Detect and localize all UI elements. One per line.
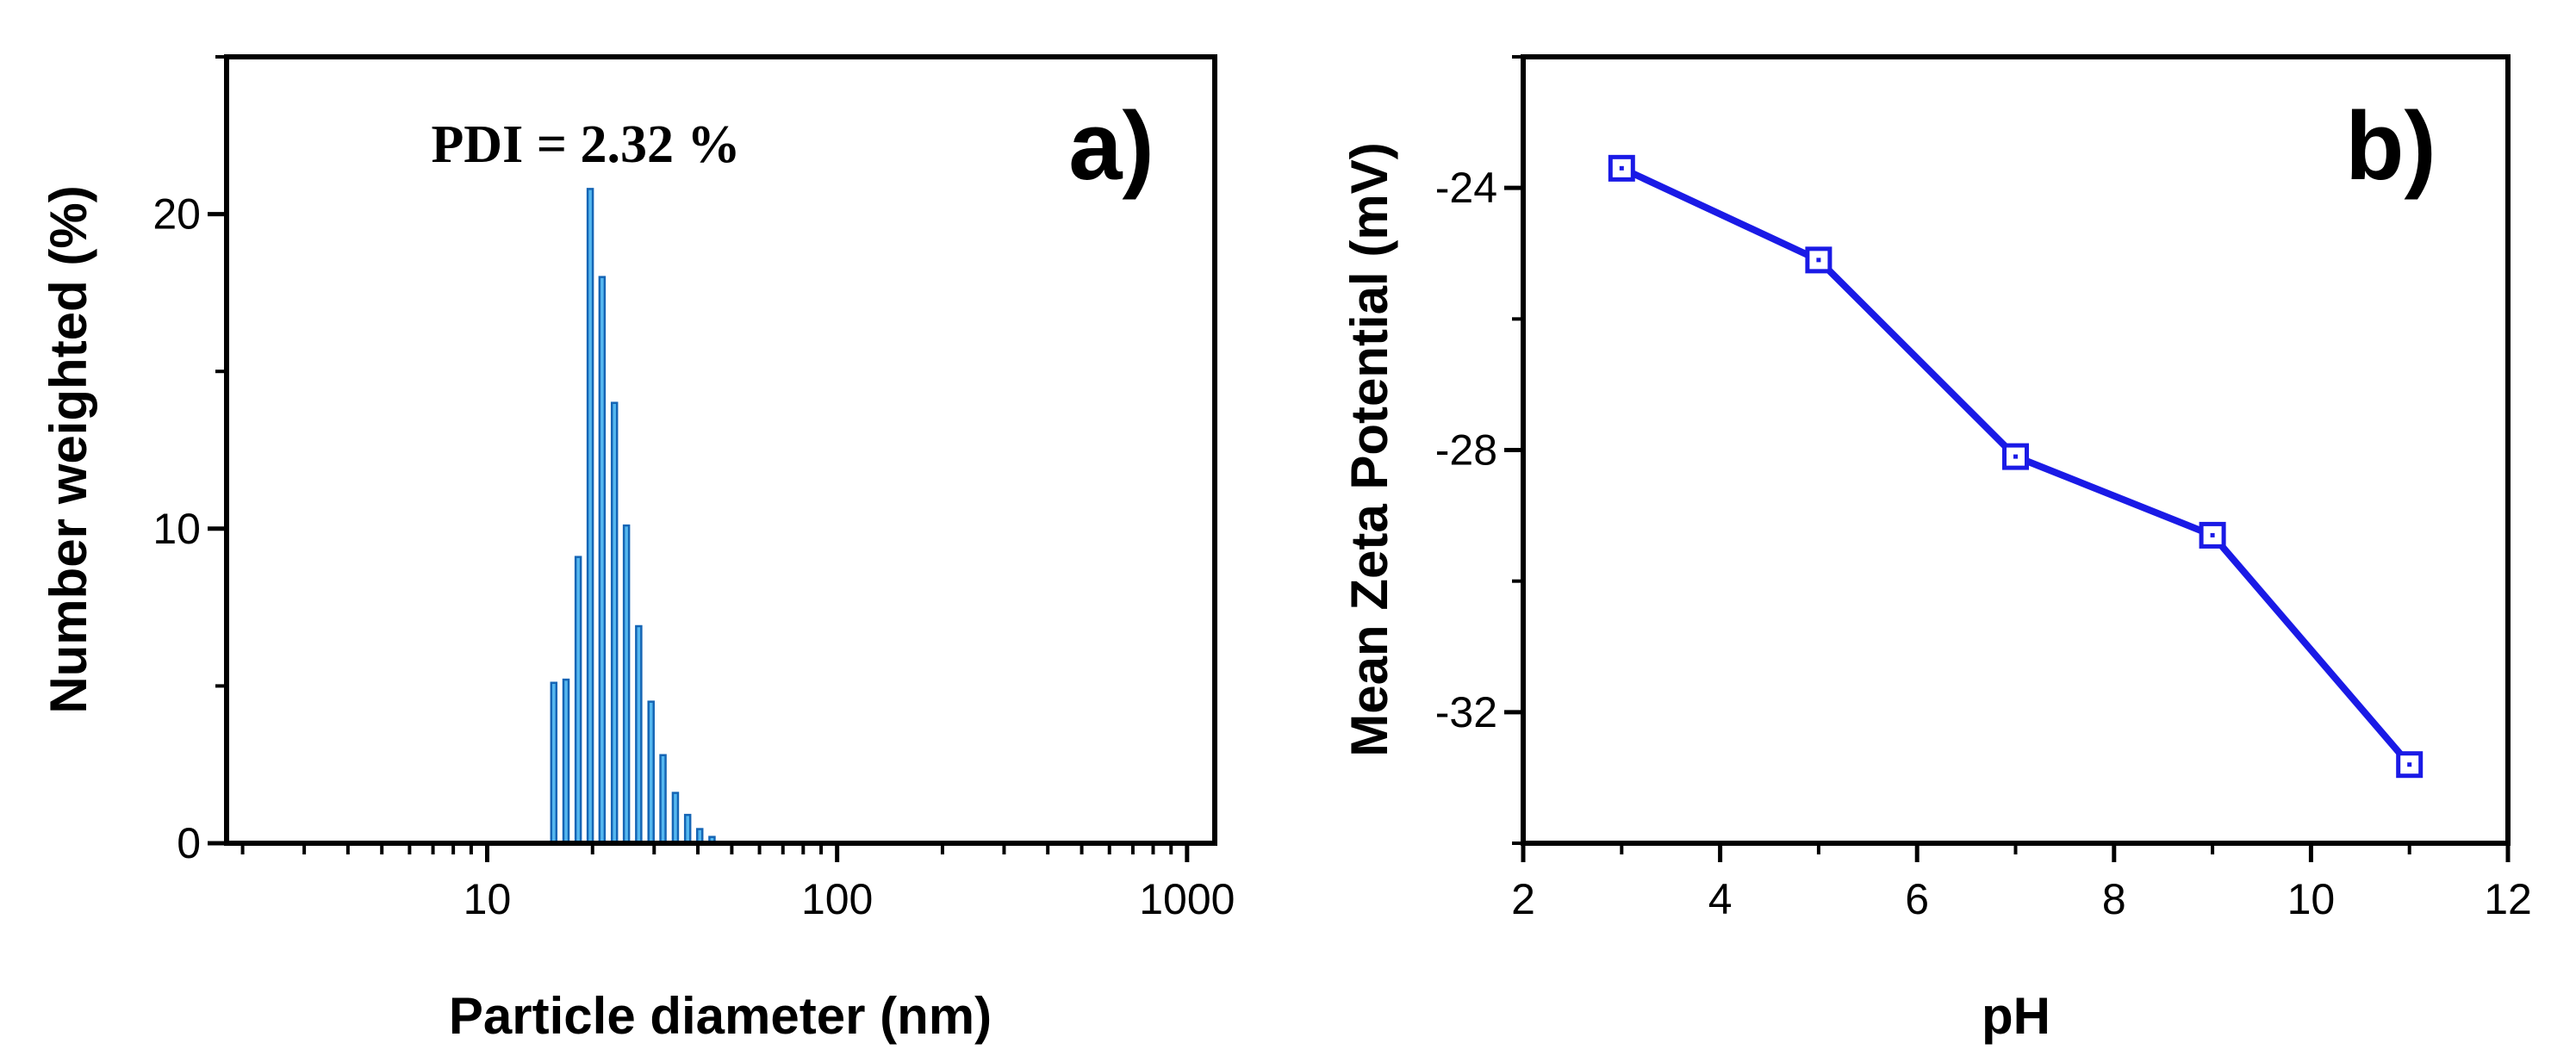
- x-tick-label: 100: [801, 875, 873, 923]
- histogram-ticks: [208, 55, 1190, 862]
- histogram-frame: [224, 54, 1217, 846]
- marker-center: [2407, 762, 2412, 767]
- zeta-tick-labels: 2 4 6 8 10 12 -24 -28 -32: [1435, 164, 2532, 923]
- histogram-bar: [683, 813, 692, 845]
- histogram-bar: [586, 188, 594, 845]
- x-tick-label: 10: [2287, 875, 2336, 923]
- panel-label-b: b): [2345, 92, 2436, 200]
- zeta-panel: 2 4 6 8 10 12 -24 -28 -32 b) pH Mean Zeta Potent…: [1341, 54, 2532, 1045]
- zeta-y-axis-title: Mean Zeta Potential (mV): [1341, 142, 1398, 756]
- histogram-bar: [562, 678, 570, 845]
- x-tick-label: 4: [1708, 875, 1733, 923]
- data-point-marker: [1805, 246, 1832, 274]
- histogram-bar: [659, 754, 667, 845]
- histogram-bar: [647, 700, 655, 845]
- x-tick-label: 1000: [1139, 875, 1235, 923]
- zeta-ticks: [1504, 55, 2511, 862]
- histogram-bar: [671, 792, 680, 845]
- y-tick-label: -28: [1435, 426, 1497, 475]
- x-tick-label: 10: [464, 875, 512, 923]
- x-tick-label: 8: [2102, 875, 2126, 923]
- histogram-y-axis-title: Number weighted (%): [40, 185, 97, 713]
- y-tick-label: 10: [152, 505, 201, 553]
- histogram-bar: [622, 524, 631, 845]
- zeta-x-axis-title: pH: [1982, 987, 2050, 1045]
- x-tick-label: 12: [2484, 875, 2532, 923]
- marker-square: [2396, 751, 2424, 779]
- histogram-x-axis-title: Particle diameter (nm): [449, 987, 992, 1045]
- panel-label-a: a): [1068, 92, 1154, 200]
- zeta-frame: [1521, 54, 2511, 846]
- y-tick-label: 0: [177, 819, 201, 867]
- data-point-marker: [1608, 154, 1635, 182]
- histogram-bar: [598, 276, 607, 845]
- histogram-bars: [550, 188, 716, 845]
- marker-center: [1816, 258, 1821, 263]
- data-point-marker: [2002, 443, 2029, 470]
- histogram-tick-labels: 10 100 1000 0 10 20: [152, 190, 1235, 923]
- marker-center: [1619, 165, 1624, 171]
- marker-center: [2013, 454, 2018, 459]
- x-tick-label: 2: [1511, 875, 1535, 923]
- histogram-bar: [610, 401, 619, 845]
- marker-center: [2210, 532, 2215, 537]
- histogram-bar: [635, 624, 643, 845]
- histogram-bar: [550, 681, 558, 845]
- x-tick-label: 6: [1905, 875, 1929, 923]
- pdi-annotation: PDI = 2.32 %: [431, 115, 740, 174]
- histogram-bar: [574, 556, 582, 845]
- zeta-markers: [1608, 154, 2424, 779]
- data-point-marker: [2396, 751, 2424, 779]
- y-tick-label: -32: [1435, 688, 1497, 736]
- data-point-marker: [2199, 521, 2226, 549]
- y-tick-label: 20: [152, 190, 201, 239]
- y-tick-label: -24: [1435, 164, 1497, 212]
- histogram-panel: 10 100 1000 0 10 20 PDI = 2.32 % a) Particle …: [40, 54, 1235, 1045]
